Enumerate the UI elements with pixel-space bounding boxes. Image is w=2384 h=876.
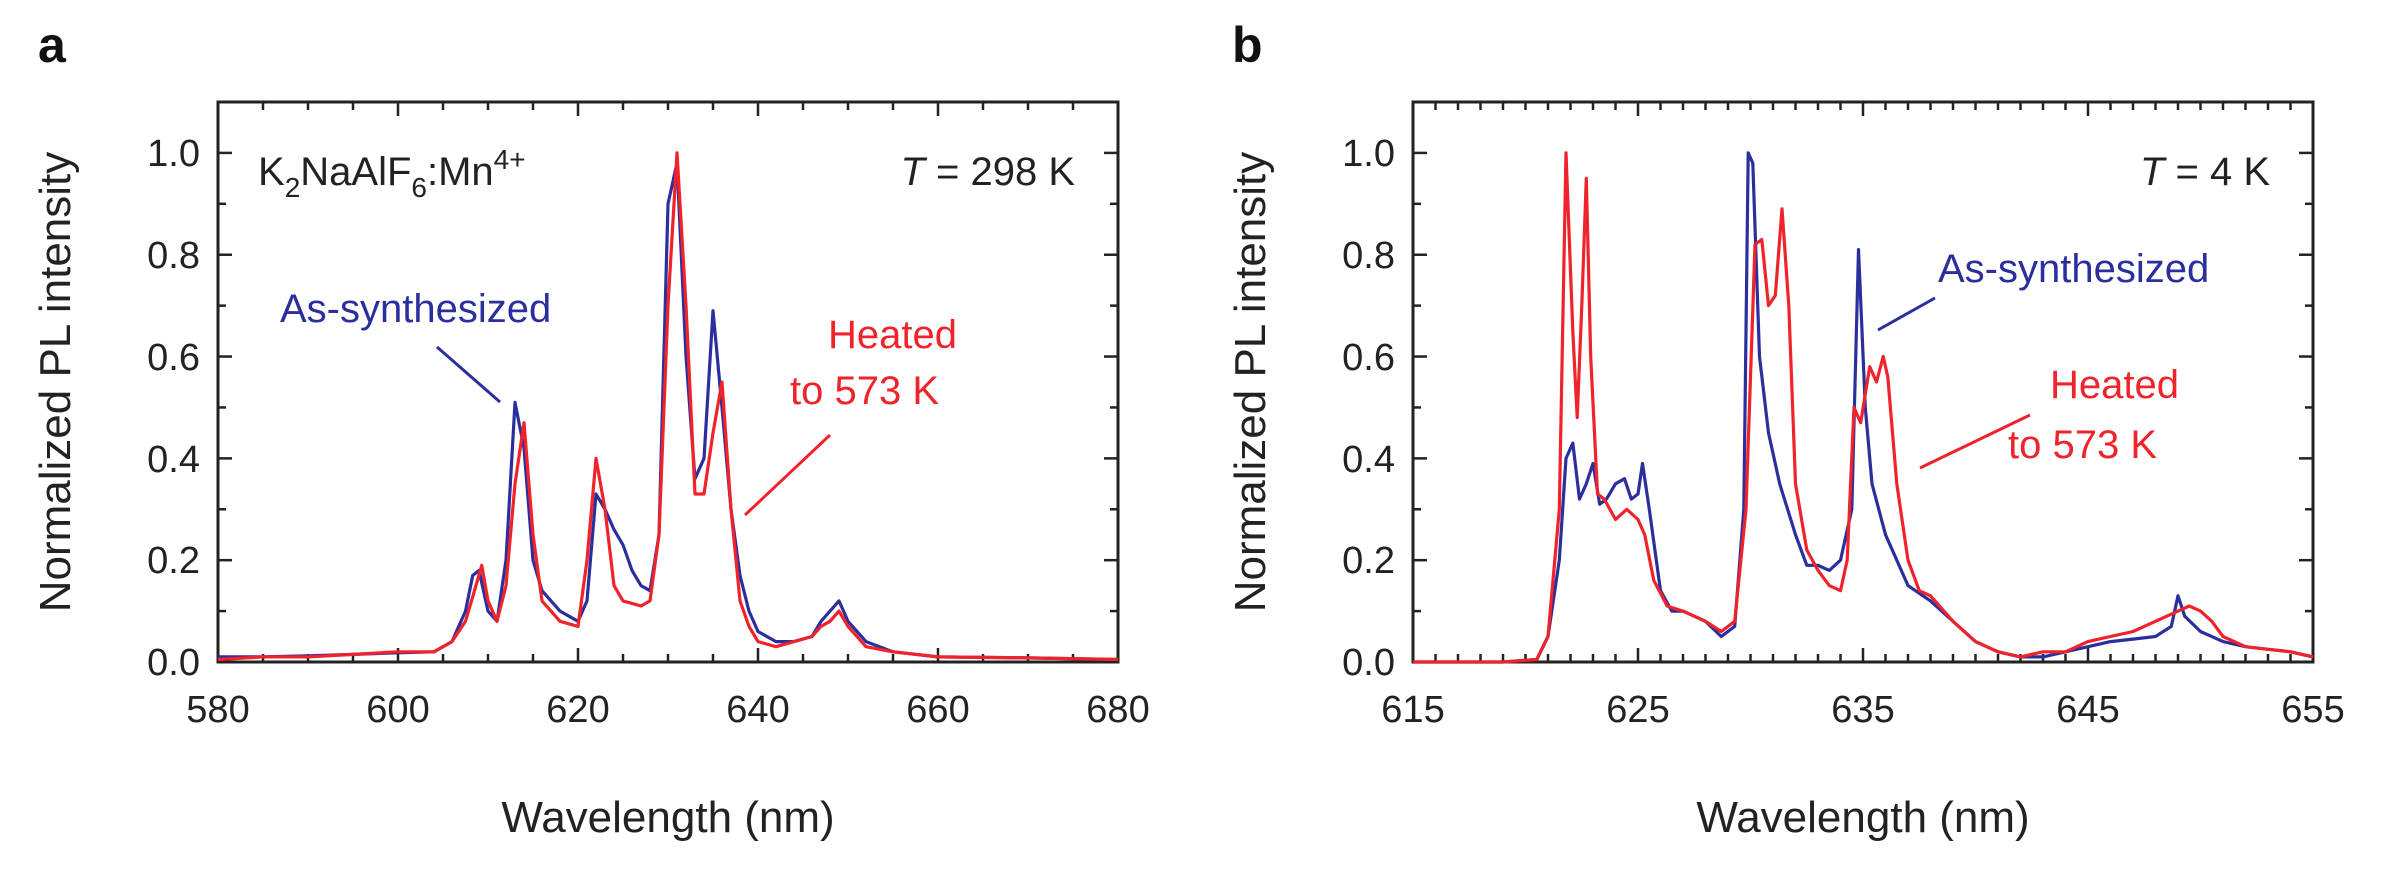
panel-a-x-tick-labels: 580 600 620 640 660 680 (186, 689, 1149, 731)
panel-a-y-tick-0-2: 0.2 (147, 540, 200, 582)
panel-b-y-tick-0-2: 0.2 (1342, 540, 1395, 582)
panel-a-y-tick-1-0: 1.0 (147, 133, 200, 175)
panel-a-temperature-label: T = 298 K (900, 150, 1075, 194)
panel-b-y-tick-0-6: 0.6 (1342, 337, 1395, 379)
panel-a-x-tick-680: 680 (1086, 689, 1149, 731)
panel-b-y-tick-labels: 0.0 0.2 0.4 0.6 0.8 1.0 (1342, 133, 1395, 684)
panel-b-y-tick-0-4: 0.4 (1342, 439, 1395, 481)
panel-b-temperature-label: T = 4 K (2140, 150, 2270, 194)
panel-b-x-tick-635: 635 (1831, 689, 1894, 731)
panel-a-pointer-as-synthesized (436, 345, 501, 404)
panel-b-y-tick-1-0: 1.0 (1342, 133, 1395, 175)
panel-a-y-tick-0-8: 0.8 (147, 235, 200, 277)
panel-b-label-heated-line2: to 573 K (2008, 423, 2157, 467)
panel-b-letter: b (1232, 17, 1263, 73)
panel-b-x-tick-625: 625 (1606, 689, 1669, 731)
panel-b-series-heated (1413, 151, 2314, 664)
panel-b-pointer-as-synthesized (1877, 296, 1936, 332)
panel-b-series-as-synthesized (1413, 151, 2314, 664)
panel-b-y-tick-0: 0.0 (1342, 642, 1395, 684)
panel-a-y-axis-label: Normalized PL intensity (31, 152, 80, 613)
panel-a-y-tick-labels: 0.0 0.2 0.4 0.6 0.8 1.0 (147, 133, 200, 684)
panel-a-label-heated-line2: to 573 K (790, 369, 939, 413)
panel-b-x-tick-615: 615 (1381, 689, 1444, 731)
panel-b-pointer-heated (1919, 413, 2031, 470)
panel-b-x-tick-655: 655 (2281, 689, 2344, 731)
panel-a-label-heated-line1: Heated (828, 313, 957, 357)
panel-a-series-as-synthesized (218, 161, 1119, 662)
panel-b-x-tick-645: 645 (2056, 689, 2119, 731)
panel-b-label-heated-line1: Heated (2050, 363, 2179, 407)
panel-a-x-axis-label: Wavelength (nm) (501, 793, 834, 842)
panel-b: b 615 625 635 645 655 0.0 0.2 0.4 0.6 0.… (1226, 17, 2345, 842)
panel-b-x-tick-labels: 615 625 635 645 655 (1381, 689, 2344, 731)
panel-a-label-as-synthesized: As-synthesized (280, 287, 551, 331)
panel-a: a 580 600 620 640 660 680 0.0 0.2 0.4 0.… (31, 17, 1150, 842)
panel-b-x-axis-label: Wavelength (nm) (1696, 793, 2029, 842)
panel-a-x-tick-660: 660 (906, 689, 969, 731)
panel-b-ticks (1411, 100, 2315, 664)
panel-a-pointer-heated (743, 433, 832, 517)
panel-a-letter: a (38, 17, 67, 73)
panel-a-x-tick-640: 640 (726, 689, 789, 731)
panel-a-compound-label: K2NaAlF6:Mn4+ (258, 144, 526, 203)
panel-a-x-tick-620: 620 (546, 689, 609, 731)
panel-a-x-tick-580: 580 (186, 689, 249, 731)
panel-a-y-tick-0-6: 0.6 (147, 337, 200, 379)
panel-a-y-tick-0: 0.0 (147, 642, 200, 684)
panel-b-y-tick-0-8: 0.8 (1342, 235, 1395, 277)
panel-b-y-axis-label: Normalized PL intensity (1226, 152, 1275, 613)
panel-a-x-tick-600: 600 (366, 689, 429, 731)
panel-a-y-tick-0-4: 0.4 (147, 439, 200, 481)
panel-a-series-heated (217, 151, 1119, 662)
panel-b-label-as-synthesized: As-synthesized (1938, 247, 2209, 291)
